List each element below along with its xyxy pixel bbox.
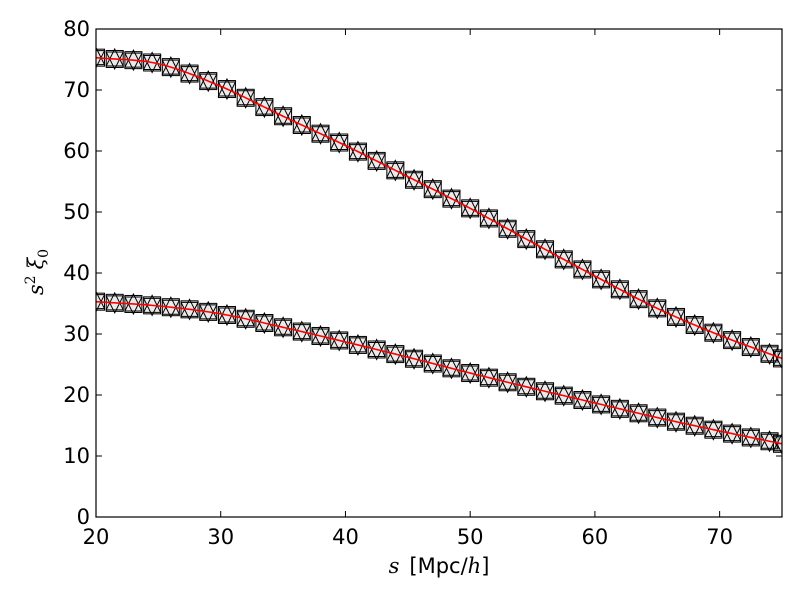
lower-triangles-down-marker — [105, 295, 125, 314]
lower-model-line — [96, 300, 782, 445]
y-tick-label: 10 — [63, 444, 90, 468]
lower-triangles-down-marker — [124, 296, 143, 316]
data-markers — [96, 46, 782, 455]
y-tick-label: 0 — [77, 505, 90, 529]
y-tick-label: 40 — [63, 261, 90, 285]
plot-frame — [95, 28, 783, 518]
axis-ticks: 20 30 40 50 60 70 0 10 20 30 40 50 60 70 80 — [63, 17, 782, 549]
lower-triangles-down-marker — [161, 299, 181, 319]
lower-triangles-up-marker — [124, 292, 143, 312]
upper-triangles-down-marker — [772, 350, 782, 370]
lower-triangles-down-marker — [180, 301, 199, 321]
upper-triangles-up-marker — [105, 47, 125, 67]
lower-triangles-up-marker — [96, 290, 106, 310]
lower-triangles-up-marker — [105, 291, 125, 311]
lower-triangles-down-marker — [772, 436, 782, 455]
lower-triangles-down-marker — [96, 294, 106, 313]
upper-triangles-down-marker — [124, 52, 143, 72]
x-tick-label: 30 — [207, 525, 234, 549]
upper-model-line — [96, 56, 782, 360]
upper-squares-marker — [773, 349, 782, 368]
model-lines — [96, 56, 782, 445]
upper-triangles-up-marker — [96, 46, 106, 66]
lower-triangles-up-marker — [142, 294, 162, 313]
y-tick-label: 80 — [63, 17, 90, 41]
upper-triangles-down-marker — [96, 50, 106, 69]
lower-triangles-down-marker — [142, 297, 162, 317]
upper-triangles-up-marker — [124, 49, 143, 68]
lower-triangles-down-marker — [198, 304, 218, 323]
x-tick-label: 40 — [332, 525, 359, 549]
x-tick-label: 20 — [83, 525, 110, 549]
x-tick-label: 70 — [706, 525, 733, 549]
x-tick-label: 50 — [457, 525, 484, 549]
y-axis-label: s2ξ0 — [23, 249, 52, 295]
y-tick-label: 60 — [63, 139, 90, 163]
x-tick-label: 60 — [582, 525, 609, 549]
lower-triangles-up-marker — [180, 298, 199, 317]
y-tick-label: 70 — [63, 78, 90, 102]
lower-triangles-up-marker — [198, 300, 218, 320]
y-tick-label: 50 — [63, 200, 90, 224]
upper-triangles-down-marker — [105, 51, 125, 71]
y-tick-label: 20 — [63, 383, 90, 407]
x-axis-label: s [Mpc/h] — [389, 554, 490, 578]
lower-triangles-up-marker — [161, 296, 181, 315]
y-tick-label: 30 — [63, 322, 90, 346]
